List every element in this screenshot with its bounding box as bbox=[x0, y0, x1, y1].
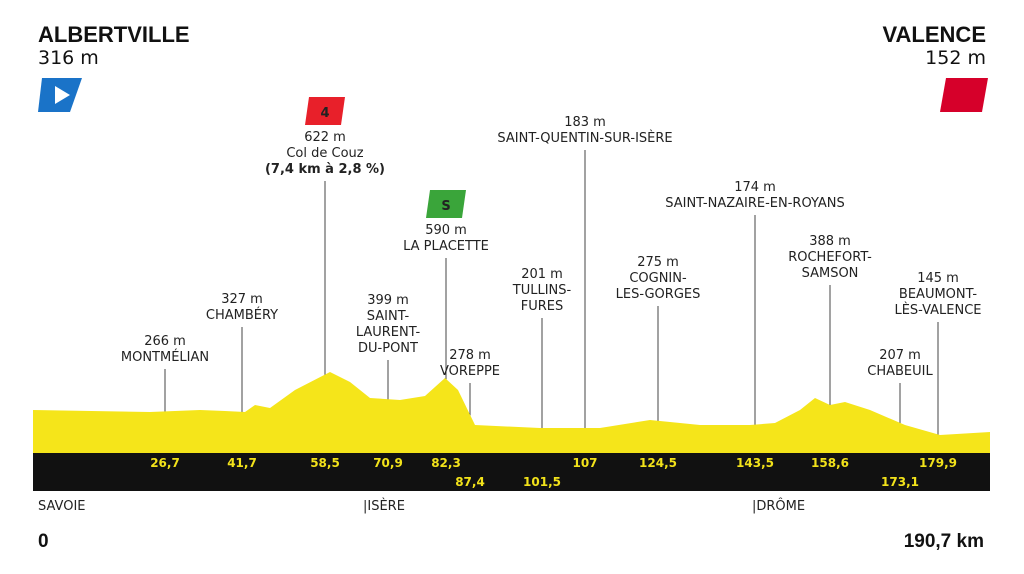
badge-label: S bbox=[441, 199, 450, 214]
altitude: 174 m bbox=[734, 180, 776, 195]
km-band bbox=[33, 453, 990, 491]
region: SAVOIE bbox=[38, 499, 86, 514]
altitude: 399 m bbox=[367, 293, 409, 308]
place-name: LAURENT- bbox=[356, 325, 421, 340]
place-name: DU-PONT bbox=[358, 341, 418, 356]
place-name: CHAMBÉRY bbox=[206, 307, 278, 323]
km: 101,5 bbox=[523, 475, 561, 489]
start-altitude: 316 m bbox=[38, 47, 99, 69]
badge-label: 4 bbox=[320, 106, 329, 121]
km: 124,5 bbox=[639, 456, 677, 470]
altitude: 590 m bbox=[425, 223, 467, 238]
km: 26,7 bbox=[150, 456, 180, 470]
km: 107 bbox=[572, 456, 597, 470]
place-name: LA PLACETTE bbox=[403, 239, 489, 254]
place-name: ROCHEFORT- bbox=[788, 250, 872, 265]
region: |ISÈRE bbox=[363, 498, 405, 514]
km: 87,4 bbox=[455, 475, 485, 489]
km: 173,1 bbox=[881, 475, 919, 489]
place-name: VOREPPE bbox=[440, 364, 500, 379]
km: 41,7 bbox=[227, 456, 257, 470]
altitude: 327 m bbox=[221, 292, 263, 307]
altitude: 207 m bbox=[879, 348, 921, 363]
km: 70,9 bbox=[373, 456, 403, 470]
place-name: LES-GORGES bbox=[616, 287, 701, 302]
finish-name: VALENCE bbox=[883, 22, 987, 47]
place-name: SAINT- bbox=[367, 309, 410, 324]
altitude: 622 m bbox=[304, 130, 346, 145]
place-name: FURES bbox=[521, 299, 564, 314]
altitude: 201 m bbox=[521, 267, 563, 282]
place-name: TULLINS- bbox=[512, 283, 572, 298]
place-name: CHABEUIL bbox=[867, 364, 933, 379]
distance-end: 190,7 km bbox=[904, 531, 984, 552]
altitude: 266 m bbox=[144, 334, 186, 349]
place-name: LÈS-VALENCE bbox=[894, 302, 981, 318]
climb-detail: (7,4 km à 2,8 %) bbox=[265, 162, 385, 177]
place-name: SAMSON bbox=[802, 266, 859, 281]
region: |DRÔME bbox=[752, 498, 805, 514]
km: 158,6 bbox=[811, 456, 849, 470]
start-name: ALBERTVILLE bbox=[38, 22, 190, 47]
place-name: BEAUMONT- bbox=[899, 287, 977, 302]
start-icon bbox=[55, 86, 70, 104]
badge bbox=[305, 97, 345, 125]
km: 58,5 bbox=[310, 456, 340, 470]
badge bbox=[426, 190, 466, 218]
altitude: 183 m bbox=[564, 115, 606, 130]
finish-altitude: 152 m bbox=[925, 47, 986, 69]
km: 143,5 bbox=[736, 456, 774, 470]
altitude: 275 m bbox=[637, 255, 679, 270]
elevation-profile bbox=[33, 372, 990, 455]
place-name: MONTMÉLIAN bbox=[121, 349, 209, 365]
place-name: SAINT-NAZAIRE-EN-ROYANS bbox=[665, 196, 845, 211]
distance-start: 0 bbox=[38, 531, 49, 552]
altitude: 145 m bbox=[917, 271, 959, 286]
altitude: 388 m bbox=[809, 234, 851, 249]
km: 82,3 bbox=[431, 456, 461, 470]
km: 179,9 bbox=[919, 456, 957, 470]
place-name: COGNIN- bbox=[629, 271, 687, 286]
place-name: Col de Couz bbox=[286, 146, 363, 161]
altitude: 278 m bbox=[449, 348, 491, 363]
finish-flag bbox=[940, 78, 988, 112]
place-name: SAINT-QUENTIN-SUR-ISÈRE bbox=[497, 130, 672, 146]
